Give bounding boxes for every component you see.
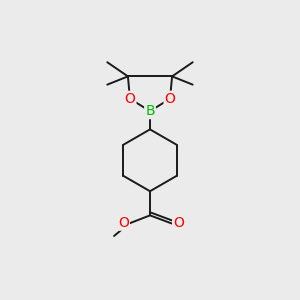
Text: B: B [145, 104, 155, 118]
Text: O: O [173, 216, 184, 230]
Text: O: O [124, 92, 135, 106]
Text: O: O [118, 216, 129, 230]
Text: O: O [165, 92, 176, 106]
